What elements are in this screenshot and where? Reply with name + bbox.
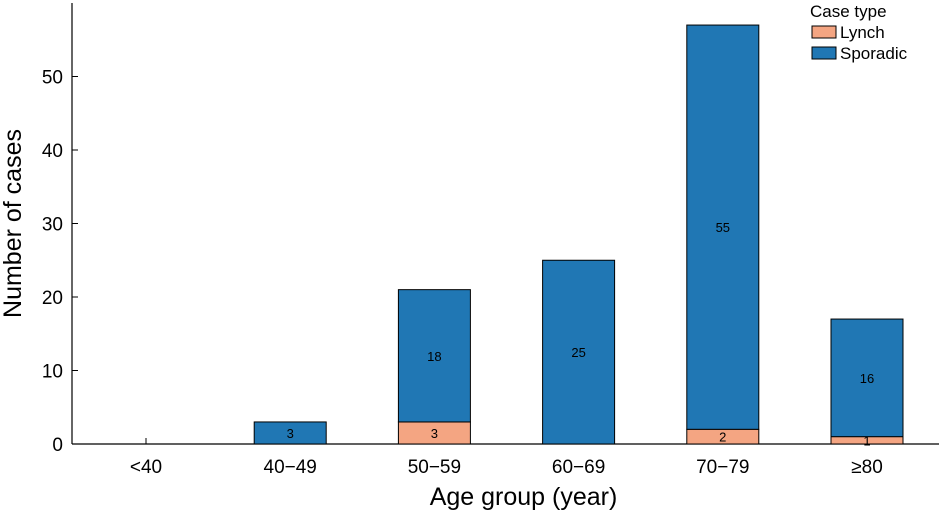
legend-label-lynch: Lynch xyxy=(840,23,885,42)
y-tick-label: 10 xyxy=(42,362,63,383)
y-axis-ticks: 0 10 20 30 40 50 xyxy=(42,68,78,456)
legend-swatch-sporadic xyxy=(811,46,837,60)
data-label: 3 xyxy=(431,426,438,441)
y-tick-label: 40 xyxy=(42,141,63,162)
x-tick-label: 60−69 xyxy=(552,457,605,478)
y-tick-label: 30 xyxy=(42,215,63,236)
bar-segment-sporadic xyxy=(397,289,471,423)
x-axis-title: Age group (year) xyxy=(430,483,618,511)
bar-segment-sporadic xyxy=(830,318,904,438)
data-label: 1 xyxy=(863,433,870,448)
data-label: 3 xyxy=(287,426,294,441)
segment-labels: 3 3 18 25 2 55 1 16 xyxy=(287,220,875,448)
legend-swatch-lynch xyxy=(811,25,837,39)
legend-label-sporadic: Sporadic xyxy=(840,44,908,63)
data-label: 18 xyxy=(427,349,441,364)
bar-segment-sporadic xyxy=(542,259,616,445)
x-tick-label: 70−79 xyxy=(696,457,749,478)
legend-title: Case type xyxy=(810,2,887,21)
y-tick-label: 20 xyxy=(42,288,63,309)
data-label: 16 xyxy=(860,371,874,386)
data-label: 25 xyxy=(571,345,585,360)
x-tick-label: <40 xyxy=(130,457,162,478)
bars xyxy=(253,24,904,445)
y-axis-title: Number of cases xyxy=(0,129,27,318)
bar-segment-sporadic xyxy=(686,24,760,430)
y-tick-label: 50 xyxy=(42,68,63,89)
y-tick-label: 0 xyxy=(52,435,63,456)
data-label: 55 xyxy=(716,220,730,235)
x-tick-label: 40−49 xyxy=(264,457,317,478)
plot-area: 0 10 20 30 40 50 <40 40−49 50−59 60−69 70−79 ≥80 3… xyxy=(42,3,939,478)
legend: Case type Lynch Sporadic xyxy=(810,2,908,63)
x-tick-label: ≥80 xyxy=(851,457,883,478)
data-label: 2 xyxy=(719,430,726,445)
bar-segment-sporadic xyxy=(253,421,327,445)
x-tick-label: 50−59 xyxy=(408,457,461,478)
